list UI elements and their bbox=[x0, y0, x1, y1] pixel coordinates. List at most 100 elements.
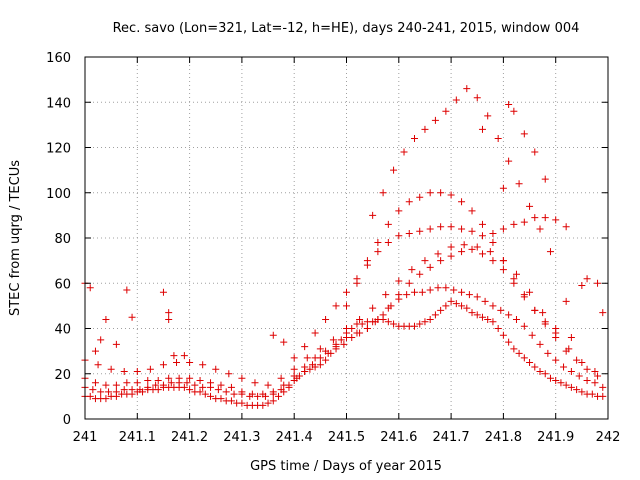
data-point bbox=[408, 266, 416, 274]
data-point bbox=[144, 377, 152, 385]
data-point bbox=[562, 297, 570, 305]
data-point bbox=[452, 96, 460, 104]
data-point bbox=[186, 374, 194, 382]
data-point bbox=[173, 358, 181, 366]
data-point bbox=[405, 198, 413, 206]
series-3 bbox=[81, 241, 599, 389]
data-point bbox=[505, 338, 513, 346]
data-point bbox=[588, 390, 596, 398]
data-point bbox=[358, 320, 366, 328]
data-point bbox=[165, 374, 173, 382]
data-point bbox=[395, 277, 403, 285]
data-point bbox=[515, 180, 523, 188]
data-point bbox=[583, 365, 591, 373]
data-point bbox=[280, 381, 288, 389]
data-point bbox=[212, 365, 220, 373]
data-point bbox=[515, 349, 523, 357]
data-point bbox=[390, 320, 398, 328]
data-point bbox=[416, 270, 424, 278]
data-point bbox=[112, 340, 120, 348]
data-point bbox=[416, 320, 424, 328]
x-tick-label: 241.8 bbox=[485, 430, 522, 445]
data-point bbox=[316, 361, 324, 369]
data-point bbox=[489, 302, 497, 310]
data-point bbox=[91, 379, 99, 387]
data-point bbox=[217, 381, 225, 389]
data-point bbox=[374, 248, 382, 256]
data-point bbox=[481, 297, 489, 305]
data-point bbox=[105, 388, 113, 396]
x-tick-label: 241.3 bbox=[223, 430, 260, 445]
data-point bbox=[478, 250, 486, 258]
data-point bbox=[486, 248, 494, 256]
data-point bbox=[416, 193, 424, 201]
x-tick-label: 241.6 bbox=[380, 430, 417, 445]
data-point bbox=[191, 381, 199, 389]
data-point bbox=[520, 218, 528, 226]
chart-title: Rec. savo (Lon=321, Lat=-12, h=HE), days… bbox=[113, 21, 580, 36]
data-point bbox=[458, 302, 466, 310]
data-point bbox=[552, 216, 560, 224]
data-point bbox=[536, 367, 544, 375]
data-point bbox=[303, 354, 311, 362]
data-point bbox=[552, 356, 560, 364]
data-point bbox=[560, 363, 568, 371]
data-point bbox=[478, 232, 486, 240]
data-point bbox=[431, 116, 439, 124]
data-point bbox=[186, 358, 194, 366]
data-point bbox=[599, 309, 607, 317]
data-point bbox=[374, 239, 382, 247]
data-point bbox=[152, 381, 160, 389]
data-point bbox=[410, 322, 418, 330]
data-point bbox=[526, 202, 534, 210]
data-point bbox=[102, 315, 110, 323]
data-point bbox=[489, 318, 497, 326]
data-point bbox=[520, 130, 528, 138]
data-point bbox=[526, 288, 534, 296]
data-point bbox=[107, 365, 115, 373]
y-tick-label: 80 bbox=[54, 232, 71, 247]
data-point bbox=[159, 381, 167, 389]
y-tick-label: 100 bbox=[46, 187, 71, 202]
data-point bbox=[562, 381, 570, 389]
data-point bbox=[322, 315, 330, 323]
data-point bbox=[186, 386, 194, 394]
data-point bbox=[199, 361, 207, 369]
data-point bbox=[97, 336, 105, 344]
data-point bbox=[86, 284, 94, 292]
data-point bbox=[583, 275, 591, 283]
data-point bbox=[154, 386, 162, 394]
data-point bbox=[395, 291, 403, 299]
data-point bbox=[395, 232, 403, 240]
data-point bbox=[505, 311, 513, 319]
data-point bbox=[484, 112, 492, 120]
data-point bbox=[573, 386, 581, 394]
data-point bbox=[599, 392, 607, 400]
data-point bbox=[591, 379, 599, 387]
data-point bbox=[128, 313, 136, 321]
data-point bbox=[546, 374, 554, 382]
data-point bbox=[120, 367, 128, 375]
y-axis-label: STEC from uqrg / TECUs bbox=[8, 160, 23, 316]
data-point bbox=[196, 388, 204, 396]
data-point bbox=[280, 338, 288, 346]
data-point bbox=[489, 239, 497, 247]
series-4 bbox=[290, 214, 570, 362]
data-point bbox=[426, 263, 434, 271]
data-point bbox=[562, 223, 570, 231]
data-point bbox=[123, 379, 131, 387]
data-point bbox=[447, 223, 455, 231]
data-point bbox=[301, 363, 309, 371]
data-points bbox=[81, 85, 607, 409]
data-point bbox=[458, 225, 466, 233]
y-tick-label: 60 bbox=[54, 277, 71, 292]
data-point bbox=[426, 315, 434, 323]
data-point bbox=[541, 214, 549, 222]
data-point bbox=[473, 243, 481, 251]
data-point bbox=[238, 388, 246, 396]
data-point bbox=[144, 383, 152, 391]
data-point bbox=[405, 229, 413, 237]
data-point bbox=[277, 374, 285, 382]
data-point bbox=[531, 306, 539, 314]
